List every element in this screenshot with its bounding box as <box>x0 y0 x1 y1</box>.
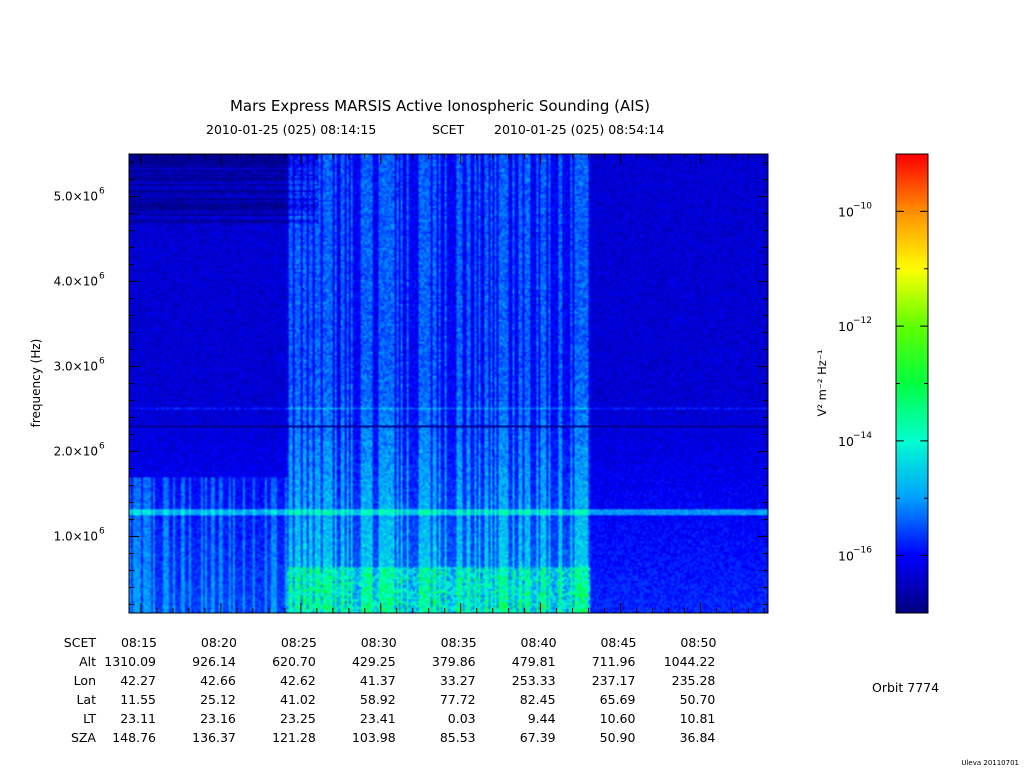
ephemeris-cell: 08:50 <box>680 635 716 650</box>
colorbar-tick-exponent: −14 <box>853 431 872 441</box>
ephemeris-cell: 23.25 <box>280 711 316 726</box>
ephemeris-cell: 23.11 <box>120 711 156 726</box>
y-tick-exponent: 6 <box>99 272 105 282</box>
ephemeris-cell: 67.39 <box>520 730 556 745</box>
ephemeris-table: SCET 08:15 08:20 08:25 08:30 08:35 08:40 08:45 0… <box>64 635 717 745</box>
start-time: 2010-01-25 (025) 08:14:15 <box>206 122 376 137</box>
colorbar-tick-exponent: −16 <box>853 546 872 556</box>
ephemeris-cell: 58.92 <box>360 692 396 707</box>
y-tick-label: 5.0×10 <box>54 190 98 204</box>
colorbar-tick-base: 10 <box>838 434 854 449</box>
ephemeris-cell: 23.41 <box>360 711 396 726</box>
ephemeris-cell: 0.03 <box>448 711 476 726</box>
ephemeris-cell: 9.44 <box>528 711 556 726</box>
y-tick-label: 1.0×10 <box>54 530 98 544</box>
ephemeris-cell: 36.84 <box>680 730 716 745</box>
ephemeris-cell: 926.14 <box>192 654 236 669</box>
ephemeris-cell: 25.12 <box>200 692 236 707</box>
time-system-label: SCET <box>432 122 465 137</box>
colorbar-tick-exponent: −10 <box>853 201 872 211</box>
ephemeris-cell: 479.81 <box>512 654 556 669</box>
ephemeris-cell: 136.37 <box>192 730 236 745</box>
ephemeris-cell: 235.28 <box>672 673 716 688</box>
ephemeris-cell: 1044.22 <box>664 654 716 669</box>
ephemeris-cell: 10.81 <box>680 711 716 726</box>
ephemeris-cell: 33.27 <box>440 673 476 688</box>
ephemeris-cell: 08:25 <box>281 635 317 650</box>
ephemeris-cell: 85.53 <box>440 730 476 745</box>
ephemeris-row-label: SZA <box>71 730 96 745</box>
ephemeris-cell: 11.55 <box>120 692 156 707</box>
ephemeris-cell: 50.70 <box>680 692 716 707</box>
colorbar-tick-base: 10 <box>838 204 854 219</box>
ephemeris-cell: 08:30 <box>361 635 397 650</box>
colorbar-label: V² m⁻² Hz⁻¹ <box>815 349 829 416</box>
ephemeris-cell: 121.28 <box>272 730 316 745</box>
y-tick-label: 4.0×10 <box>54 275 98 289</box>
ephemeris-cell: 08:40 <box>521 635 557 650</box>
y-tick-label: 2.0×10 <box>54 445 98 459</box>
end-time: 2010-01-25 (025) 08:54:14 <box>494 122 664 137</box>
ephemeris-cell: 620.70 <box>272 654 316 669</box>
y-tick-exponent: 6 <box>99 442 105 452</box>
colorbar-tick-exponent: −12 <box>853 316 872 326</box>
ephemeris-cell: 08:35 <box>441 635 477 650</box>
ephemeris-cell: 08:15 <box>121 635 157 650</box>
ephemeris-cell: 42.66 <box>200 673 236 688</box>
ephemeris-cell: 429.25 <box>352 654 396 669</box>
ephemeris-cell: 08:45 <box>600 635 636 650</box>
ephemeris-cell: 08:20 <box>201 635 237 650</box>
ephemeris-cell: 1310.09 <box>104 654 156 669</box>
ephemeris-cell: 65.69 <box>600 692 636 707</box>
ephemeris-cell: 77.72 <box>440 692 476 707</box>
spectrogram <box>128 153 769 614</box>
ephemeris-cell: 42.27 <box>120 673 156 688</box>
colorbar-tick-base: 10 <box>838 549 854 564</box>
ephemeris-row-label: Lon <box>74 673 96 688</box>
ephemeris-cell: 23.16 <box>200 711 236 726</box>
colorbar-tick-base: 10 <box>838 319 854 334</box>
ephemeris-cell: 50.90 <box>600 730 636 745</box>
ephemeris-cell: 41.37 <box>360 673 396 688</box>
y-tick-exponent: 6 <box>99 187 105 197</box>
y-tick-exponent: 6 <box>99 527 105 537</box>
ephemeris-cell: 711.96 <box>592 654 636 669</box>
ephemeris-row-label: Alt <box>79 654 96 669</box>
ephemeris-row-label: SCET <box>64 635 97 650</box>
ephemeris-cell: 379.86 <box>432 654 476 669</box>
y-tick-label: 3.0×10 <box>54 360 98 374</box>
y-tick-exponent: 6 <box>99 357 105 367</box>
ephemeris-cell: 10.60 <box>600 711 636 726</box>
y-axis-label: frequency (Hz) <box>29 339 43 428</box>
ephemeris-cell: 41.02 <box>280 692 316 707</box>
ephemeris-cell: 103.98 <box>352 730 396 745</box>
ephemeris-row-label: Lat <box>76 692 96 707</box>
y-tick-labels: 1.0×10 62.0×10 63.0×10 64.0×10 65.0×10 6 <box>54 187 105 544</box>
ephemeris-cell: 82.45 <box>520 692 556 707</box>
chart-title: Mars Express MARSIS Active Ionospheric S… <box>230 97 650 115</box>
ephemeris-cell: 42.62 <box>280 673 316 688</box>
spectrogram-image <box>129 154 768 613</box>
ephemeris-cell: 148.76 <box>112 730 156 745</box>
credit-label: Uleva 20110701 <box>961 759 1019 767</box>
ephemeris-cell: 253.33 <box>512 673 556 688</box>
orbit-label: Orbit 7774 <box>872 680 939 695</box>
axis-ticks <box>129 154 768 613</box>
ephemeris-row-label: LT <box>83 711 96 726</box>
colorbar-gradient <box>896 154 928 613</box>
ephemeris-cell: 237.17 <box>592 673 636 688</box>
